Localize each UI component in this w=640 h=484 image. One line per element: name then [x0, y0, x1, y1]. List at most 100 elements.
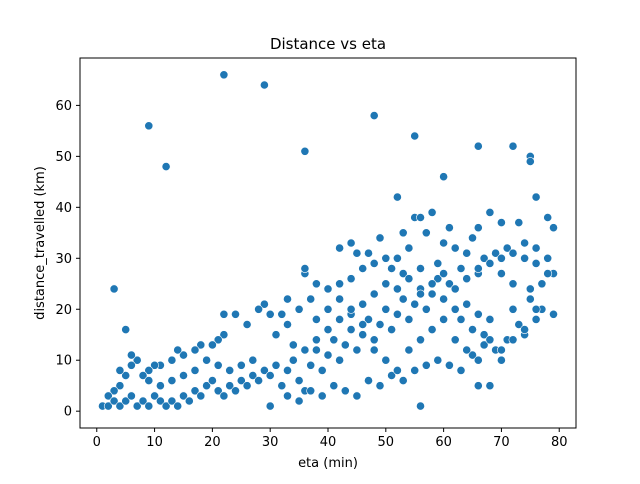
data-point: [121, 325, 131, 334]
data-point: [531, 304, 541, 314]
data-point: [421, 360, 431, 370]
data-point: [369, 258, 379, 268]
data-point: [207, 376, 217, 385]
data-point: [392, 365, 402, 375]
data-point: [254, 376, 263, 385]
data-point: [427, 289, 437, 299]
data-point: [358, 299, 368, 309]
y-tick-label: 30: [55, 252, 72, 267]
data-point: [335, 279, 344, 289]
y-tick-label: 20: [55, 303, 72, 318]
data-point: [416, 289, 425, 299]
data-point: [416, 401, 425, 411]
data-point: [537, 279, 547, 289]
x-tick-label: 60: [435, 435, 452, 450]
x-tick-label: 20: [204, 435, 221, 450]
data-point: [265, 371, 275, 380]
data-point: [294, 376, 304, 385]
data-point: [450, 335, 460, 345]
data-point: [138, 371, 148, 380]
data-point: [404, 274, 414, 284]
data-point: [479, 330, 489, 340]
y-tick-label: 40: [55, 201, 72, 216]
data-point: [311, 314, 321, 324]
data-point: [317, 391, 327, 401]
data-point: [346, 304, 356, 314]
data-point: [265, 309, 275, 319]
data-point: [473, 264, 483, 273]
data-point: [462, 299, 472, 309]
data-point: [115, 381, 125, 391]
data-point: [508, 248, 518, 258]
data-point: [456, 264, 466, 273]
data-point: [508, 335, 518, 345]
data-point: [323, 325, 333, 334]
data-point: [144, 121, 154, 131]
data-point: [531, 314, 541, 324]
data-point: [115, 401, 125, 411]
data-point: [283, 391, 292, 401]
data-point: [335, 314, 344, 324]
data-point: [277, 381, 287, 391]
data-point: [496, 218, 506, 227]
data-point: [184, 396, 194, 406]
data-point: [225, 365, 235, 375]
data-point: [126, 350, 136, 360]
data-point: [485, 207, 495, 217]
data-point: [433, 355, 443, 365]
y-axis-ticks: 0 10 20 30 40 50 60: [55, 99, 80, 420]
data-point: [311, 335, 321, 345]
data-point: [242, 320, 252, 329]
data-point: [387, 371, 396, 380]
data-point: [144, 401, 154, 411]
data-point: [155, 381, 165, 391]
data-point: [288, 355, 298, 365]
data-point: [404, 314, 414, 324]
data-point: [358, 330, 368, 340]
data-point: [496, 269, 506, 278]
data-point: [450, 284, 460, 294]
data-point: [549, 309, 558, 319]
data-point: [109, 386, 119, 396]
data-point: [514, 218, 524, 227]
data-point: [213, 360, 223, 370]
data-point: [161, 162, 171, 171]
data-point: [450, 304, 460, 314]
data-point: [254, 304, 263, 314]
data-point: [213, 386, 223, 396]
data-point: [410, 365, 420, 375]
data-point: [346, 274, 356, 284]
data-point: [381, 304, 391, 314]
data-point: [196, 391, 206, 401]
data-point: [525, 294, 535, 304]
data-point: [387, 264, 396, 273]
data-point: [144, 376, 154, 385]
data-point: [496, 253, 506, 263]
data-point: [352, 391, 362, 401]
data-point: [358, 264, 368, 273]
data-point: [364, 376, 373, 385]
data-point: [485, 258, 495, 268]
data-point: [473, 223, 483, 233]
data-point: [427, 279, 437, 289]
data-point: [271, 330, 281, 340]
data-point: [346, 238, 356, 248]
data-point: [358, 320, 368, 329]
data-point: [462, 274, 472, 284]
data-point: [369, 345, 379, 355]
data-point: [392, 253, 402, 263]
data-point: [335, 294, 344, 304]
data-point: [352, 248, 362, 258]
y-tick-label: 60: [55, 99, 72, 114]
data-point: [317, 365, 327, 375]
data-point: [456, 365, 466, 375]
data-point: [502, 243, 512, 253]
data-point: [549, 223, 558, 233]
data-point: [167, 355, 177, 365]
data-point: [479, 253, 489, 263]
data-point: [508, 141, 518, 151]
data-point: [121, 371, 131, 380]
data-point: [485, 381, 495, 391]
data-point: [294, 396, 304, 406]
data-point: [283, 365, 292, 375]
